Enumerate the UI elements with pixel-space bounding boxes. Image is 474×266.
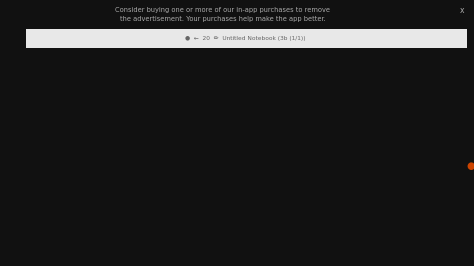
Bar: [26, 29, 467, 48]
Text: 14group → as half filled): 14group → as half filled): [35, 120, 167, 130]
Text: ●  ←  20  ✏  Untitled Notebook (3b (1/1)): ● ← 20 ✏ Untitled Notebook (3b (1/1)): [185, 36, 305, 41]
Text: 4)Melting point: As > Sb > Bi > P > N: 4)Melting point: As > Sb > Bi > P > N: [35, 228, 242, 238]
Text: to Bi as fully filled d & f orbitals): to Bi as fully filled d & f orbitals): [35, 199, 210, 209]
Text: ●: ●: [466, 161, 474, 171]
Text: 1) Ionisation enthalpy: N > P > As > Sb > Bi (IA. of 15group >>>: 1) Ionisation enthalpy: N > P > As > Sb …: [35, 100, 393, 110]
Text: 3)Covalent radius: Bi > Sb > As > P > N (Small increase from Sb: 3)Covalent radius: Bi > Sb > As > P > N …: [35, 179, 389, 189]
Text: x: x: [460, 6, 465, 15]
Text: Consider buying one or more of our in-app purchases to remove
the advertisement.: Consider buying one or more of our in-ap…: [115, 7, 330, 22]
Text: 2)Electronegativity: N > P > As > Sb = Bi: 2)Electronegativity: N > P > As > Sb = B…: [35, 149, 262, 160]
Text: 5) Boiling Point: Bi > Sb > As > P > N: 5) Boiling Point: Bi > Sb > As > P > N: [35, 257, 241, 266]
Text: Atomic and Physical Properties: Atomic and Physical Properties: [52, 50, 441, 72]
